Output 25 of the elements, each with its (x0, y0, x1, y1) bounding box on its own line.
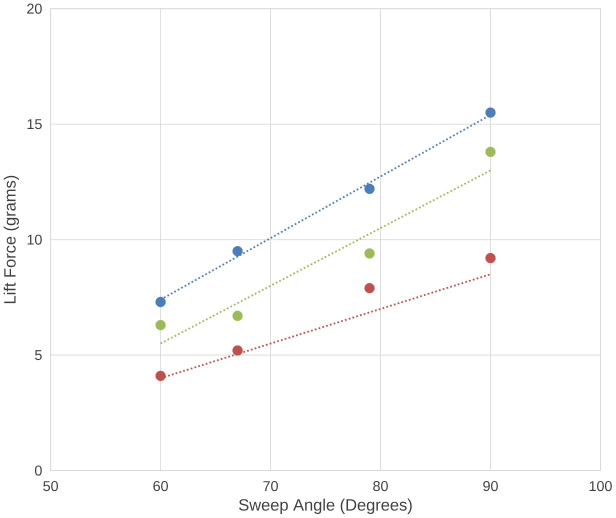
point (155, 320, 166, 330)
point (485, 253, 496, 264)
x-tick-label: 60 (153, 481, 168, 492)
point (485, 146, 496, 158)
point (232, 310, 243, 322)
y-tick-label: 0 (34, 466, 42, 476)
y-tick-label: 20 (27, 4, 42, 14)
x-tick-label: 90 (483, 481, 498, 492)
x-tick-label: 70 (263, 481, 278, 492)
point (155, 297, 166, 308)
y-tick-label: 15 (28, 119, 42, 130)
x-tick-label: 80 (373, 481, 388, 492)
point (364, 184, 375, 194)
y-axis-title: Lift Force (grams) (4, 176, 19, 304)
x-axis-title: Sweep Angle (Degrees) (239, 498, 412, 514)
x-tick-label: 100 (590, 481, 612, 492)
y-tick-label: 5 (34, 350, 42, 360)
y-tick-label: 10 (28, 234, 42, 245)
point (364, 248, 375, 259)
point (232, 346, 243, 356)
point (485, 108, 496, 118)
point (364, 283, 375, 294)
point (155, 370, 166, 382)
x-tick-label: 50 (43, 481, 58, 492)
point (232, 246, 243, 257)
